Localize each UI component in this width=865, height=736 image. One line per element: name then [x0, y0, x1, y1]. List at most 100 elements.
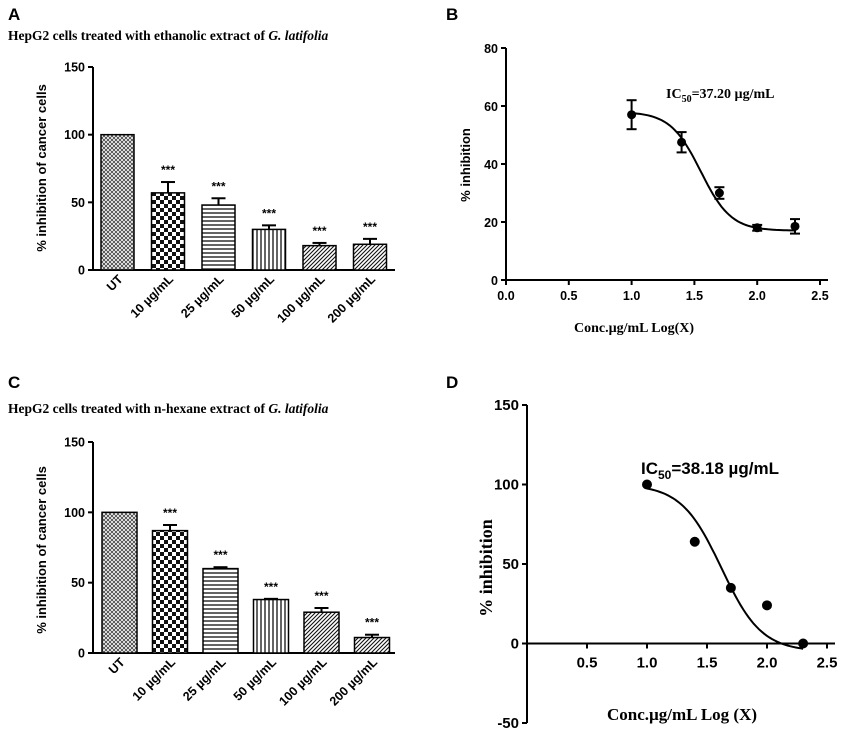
panel-d-point-4: [798, 638, 809, 649]
panel-b-ylabel: % inhibition: [458, 128, 473, 202]
panel-b-ytick-label-1: 20: [484, 216, 498, 230]
panel-c-bar-2: [202, 567, 239, 654]
panel-c-xtick-label-5: 200 µg/mL: [327, 655, 381, 709]
panel-a-ylabel: % inhibition of cancer cells: [34, 84, 49, 252]
panel-d-ytick-label-2: 50: [502, 556, 519, 573]
panel-c-ytick-label-0: 0: [78, 647, 85, 661]
panel-a-bar-5: [352, 243, 388, 271]
panel-b-ytick-label-2: 40: [484, 158, 498, 172]
panel-d-ic50-suffix: =38.18 µg/mL: [671, 459, 779, 478]
panel-b-ic50: IC50=37.20 µg/mL: [666, 87, 775, 105]
panel-a-bar-4: [302, 244, 337, 271]
panel-c-sig-1: ***: [163, 506, 177, 520]
panel-d-ylabel: % inhibition: [476, 519, 496, 617]
panel-d-ytick-label-4: 150: [494, 397, 519, 414]
panel-c-bar-5: [353, 636, 391, 654]
panel-a-ytick-label-2: 100: [64, 128, 85, 142]
panel-a-bar-2: [201, 204, 236, 271]
panel-d-fit-curve: [646, 487, 804, 650]
panel-a-xtick-label-0: UT: [104, 272, 126, 294]
panel-a-title-text: HepG2 cells treated with ethanolic extra…: [8, 28, 268, 43]
panel-a-title-italic: G. latifolia: [268, 28, 328, 43]
panel-d-ytick-label-3: 100: [494, 477, 519, 494]
panel-c-sig-3: ***: [264, 580, 278, 594]
panel-c-xtick-label-2: 25 µg/mL: [180, 655, 229, 704]
panel-d-ytick-label-1: 0: [511, 636, 519, 653]
panel-d-ic50-prefix: IC: [641, 459, 658, 478]
panel-c-xtick-label-4: 100 µg/mL: [276, 655, 330, 709]
panel-d-xtick-label-3: 2.0: [757, 655, 778, 672]
panel-a-bar-1: [150, 192, 186, 271]
panel-d-point-1: [689, 536, 700, 547]
panel-b-point-0: [627, 110, 637, 120]
panel-b-chart: 0 20 40 60 80 0.0 0.5 1.0 1.5 2.0 2.5: [484, 42, 829, 303]
panel-b-xtick-label-1: 0.5: [560, 289, 577, 303]
panel-a-title: HepG2 cells treated with ethanolic extra…: [8, 28, 329, 43]
panel-c-bar-1: [151, 529, 189, 654]
panel-b-ytick-label-0: 0: [491, 274, 498, 288]
panel-c-ytick-label-2: 100: [64, 506, 85, 520]
panel-d-ic50-sub: 50: [658, 468, 672, 482]
panel-a-sig-4: ***: [312, 224, 326, 238]
panel-c-sig-5: ***: [365, 616, 379, 630]
panel-c-title-italic: G. latifolia: [268, 401, 328, 416]
panel-b-ic50-prefix: IC: [666, 87, 682, 102]
panel-c-title-text: HepG2 cells treated with n-hexane extrac…: [8, 401, 268, 416]
panel-b-xtick-label-4: 2.0: [749, 289, 766, 303]
panel-a-sig-5: ***: [363, 220, 377, 234]
panel-a-chart: 0 50 100 150 UT *** 10 µg/mL *** 25 µg/mL *** 50 µ…: [64, 61, 395, 326]
panel-c-title: HepG2 cells treated with n-hexane extrac…: [8, 401, 329, 416]
panel-a-ytick-label-1: 50: [71, 196, 85, 210]
panel-d-point-0: [642, 479, 652, 490]
panel-c-bar-0: [101, 511, 138, 654]
panel-c-sig-4: ***: [314, 589, 328, 603]
panel-a-ytick-label-0: 0: [78, 264, 85, 278]
panel-b-ytick-label-4: 80: [484, 42, 498, 56]
panel-c-ytick-label-3: 150: [64, 436, 85, 450]
panel-c-bar-3: [252, 598, 290, 654]
panel-d-point-2: [725, 582, 736, 593]
panel-label-b: B: [446, 5, 458, 24]
panel-a-bar-0: [100, 133, 135, 271]
panel-b-point-1: [677, 137, 687, 147]
panel-c-chart: 0 50 100 150 UT *** 10 µg/mL *** 25 µg/mL *** 50 µ…: [64, 436, 395, 709]
panel-d-xlabel: Conc.µg/mL Log (X): [607, 705, 757, 724]
panel-a-sig-2: ***: [211, 179, 225, 193]
panel-b-xlabel: Conc.µg/mL Log(X): [574, 321, 694, 336]
panel-d-point-3: [762, 600, 772, 611]
panel-a-xtick-label-2: 25 µg/mL: [178, 272, 227, 321]
panel-d-chart: -50 0 50 100 150 0.5 1.0 1.5 2.0 2.5: [494, 397, 837, 732]
panel-c-ylabel: % inhibition of cancer cells: [34, 466, 49, 634]
panel-a-bar-3: [251, 228, 287, 271]
panel-b-point-3: [752, 223, 762, 233]
panel-b-ic50-sub: 50: [682, 94, 692, 105]
panel-d-xtick-label-1: 1.0: [637, 655, 658, 672]
panel-a-xtick-label-4: 100 µg/mL: [274, 272, 328, 326]
panel-a-sig-3: ***: [262, 206, 276, 220]
panel-b-xtick-label-5: 2.5: [811, 289, 828, 303]
panel-b-xtick-label-3: 1.5: [686, 289, 703, 303]
panel-a-xtick-label-3: 50 µg/mL: [229, 272, 278, 321]
panel-b-fit-curve: [631, 112, 795, 232]
panel-b-point-2: [714, 188, 724, 198]
panel-c-sig-2: ***: [213, 548, 227, 562]
panel-a-ytick-label-3: 150: [64, 61, 85, 75]
panel-a-sig-1: ***: [161, 163, 175, 177]
panel-d-ytick-label-0: -50: [497, 715, 519, 732]
panel-c-bar-4: [303, 611, 340, 654]
panel-c-xtick-label-1: 10 µg/mL: [130, 655, 179, 704]
panel-label-a: A: [8, 5, 20, 24]
panel-c-xtick-label-3: 50 µg/mL: [231, 655, 280, 704]
panel-b-point-4: [790, 221, 800, 231]
panel-d-xtick-label-4: 2.5: [817, 655, 838, 672]
panel-d-xtick-label-0: 0.5: [577, 655, 598, 672]
panel-b-ic50-suffix: =37.20 µg/mL: [692, 87, 775, 102]
panel-c-xtick-label-0: UT: [106, 655, 128, 677]
panel-b-xtick-label-2: 1.0: [623, 289, 640, 303]
panel-d-ic50: IC50=38.18 µg/mL: [641, 459, 779, 482]
panel-c-ytick-label-1: 50: [71, 576, 85, 590]
panel-b-xtick-label-0: 0.0: [497, 289, 514, 303]
panel-label-c: C: [8, 373, 20, 392]
panel-b-ytick-label-3: 60: [484, 100, 498, 114]
